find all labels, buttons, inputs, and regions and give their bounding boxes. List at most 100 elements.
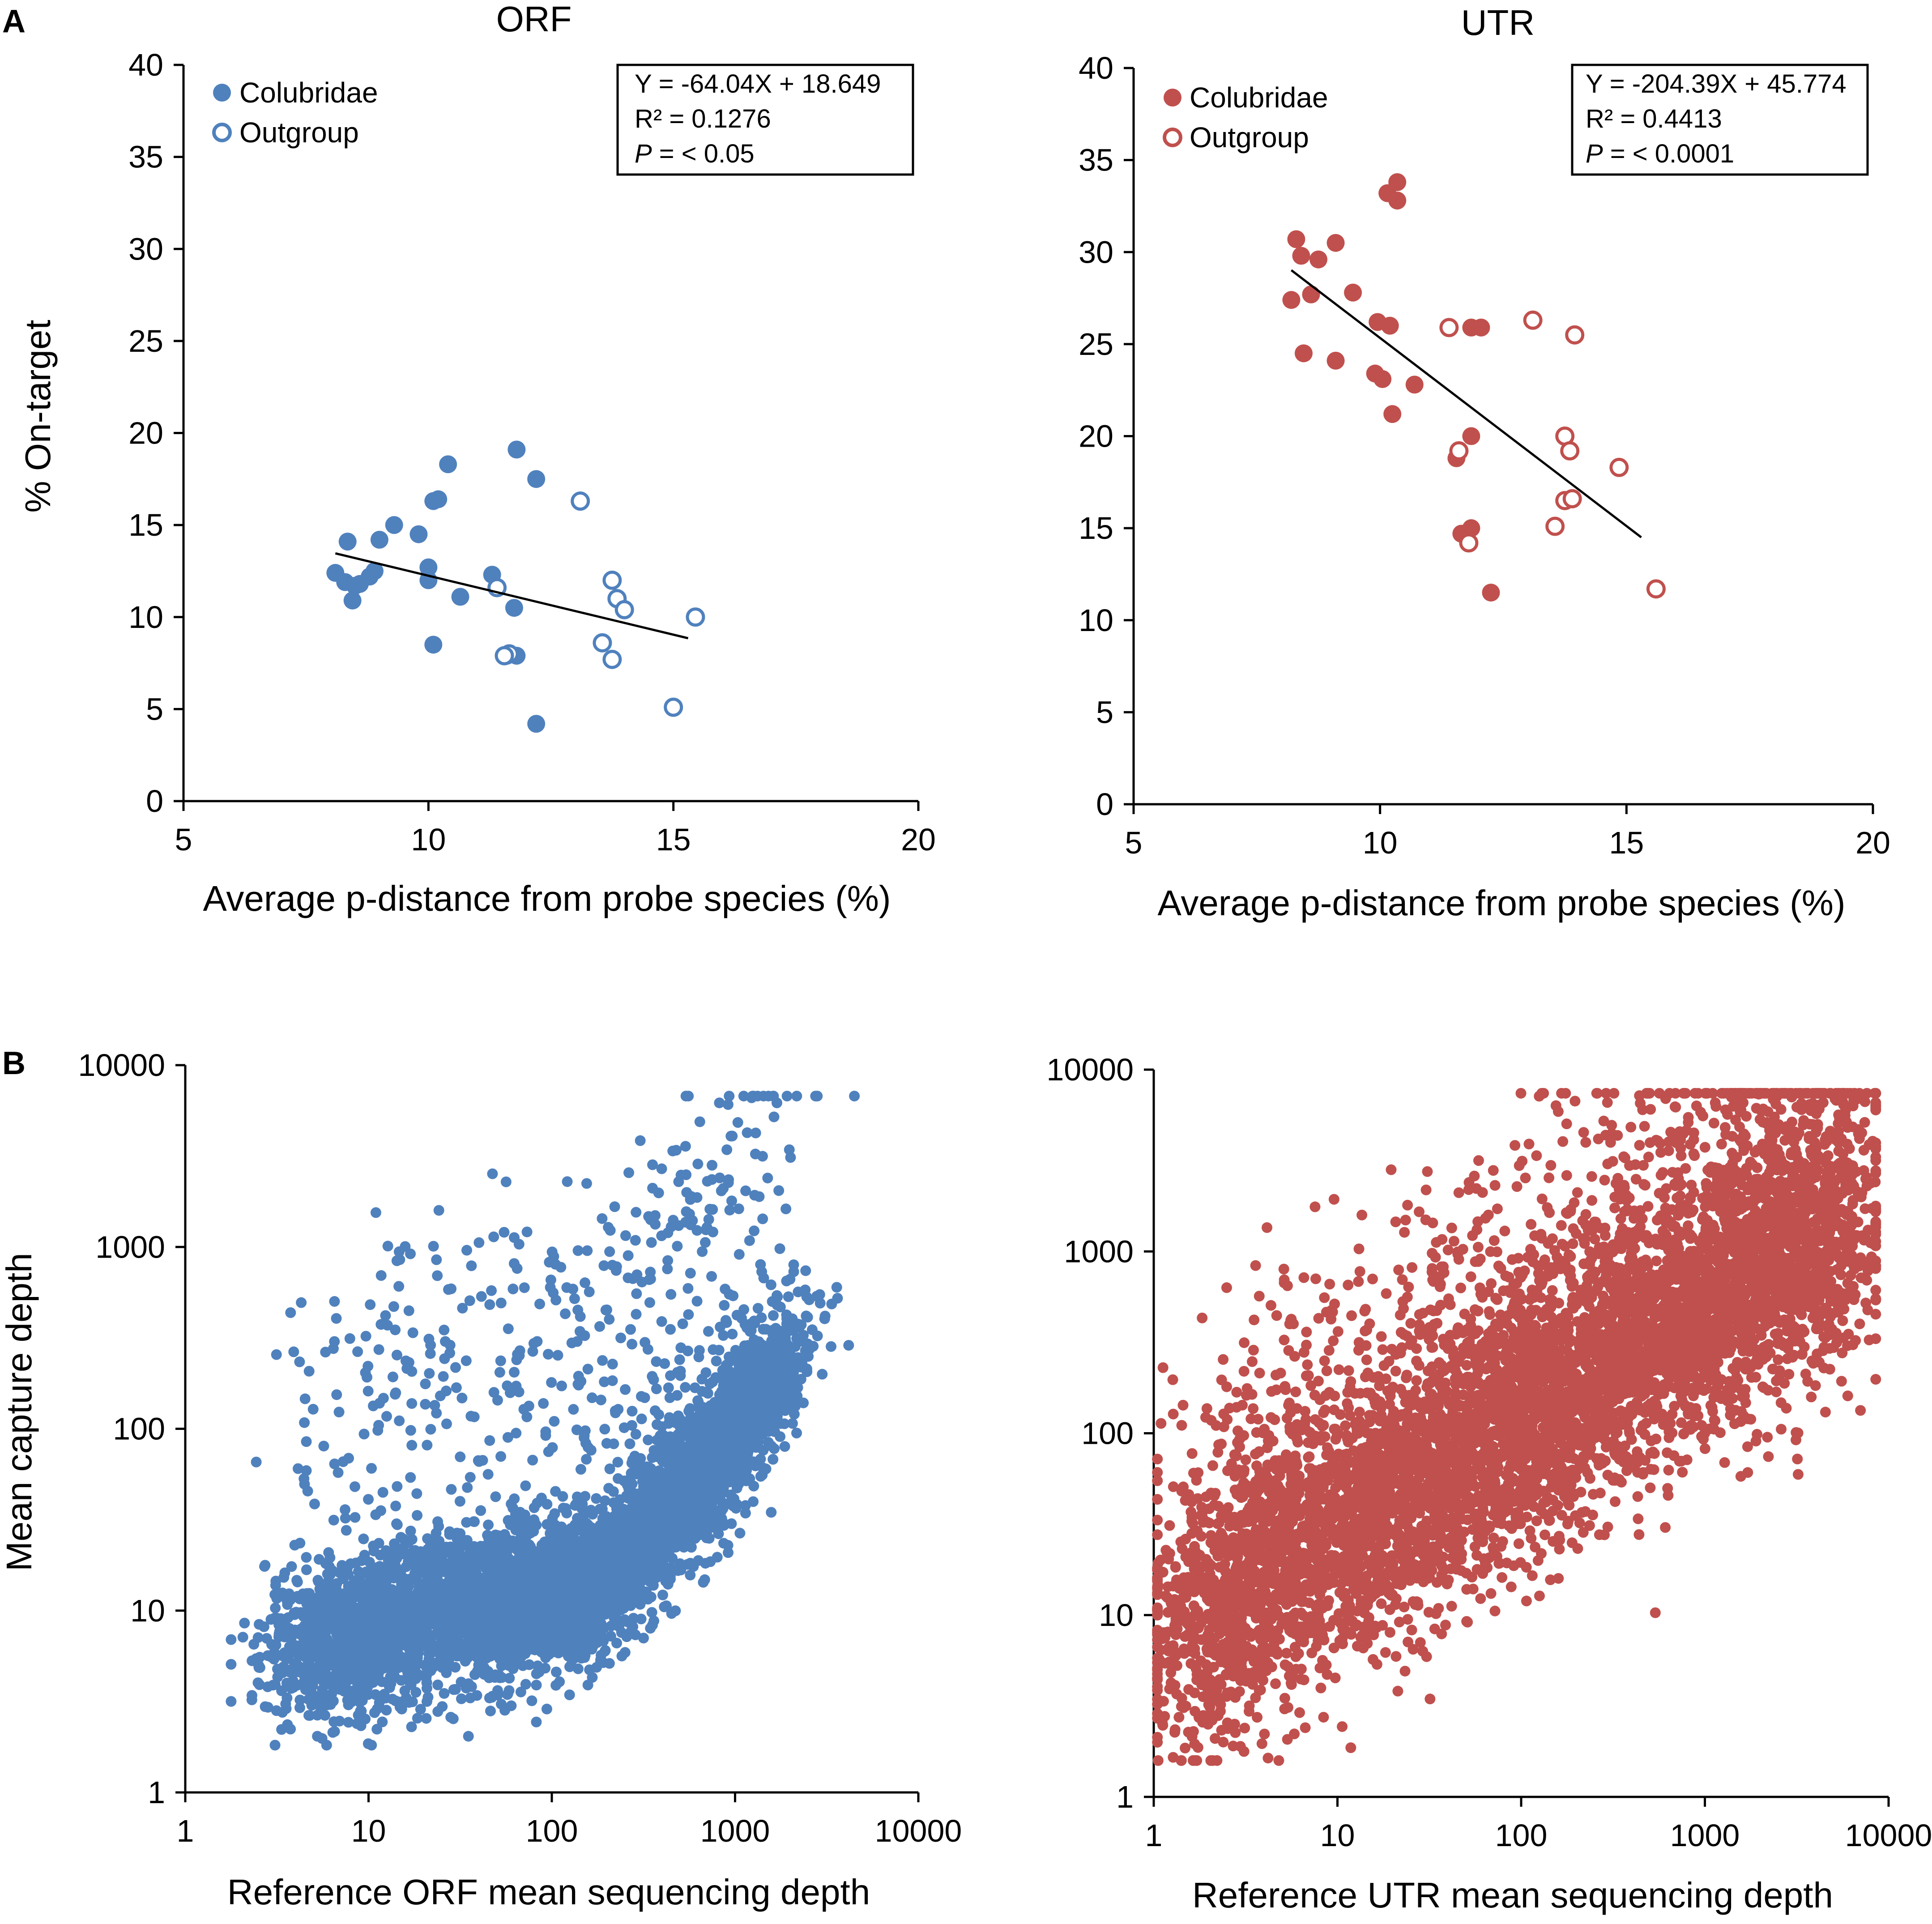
point — [682, 1283, 694, 1294]
legend-open-marker — [1163, 128, 1182, 147]
point — [722, 1426, 734, 1438]
point-colubridae — [1309, 250, 1327, 269]
point — [392, 1519, 403, 1530]
point — [693, 1351, 704, 1362]
point — [781, 1276, 792, 1287]
r-squared: R² = 0.1276 — [635, 104, 771, 133]
point — [681, 1169, 692, 1180]
point — [495, 1451, 507, 1462]
point — [746, 1325, 757, 1336]
point — [636, 1276, 648, 1288]
point — [392, 1481, 403, 1492]
point — [604, 1314, 615, 1325]
y-tick-label: 10 — [128, 600, 163, 635]
point — [253, 1619, 264, 1630]
point — [722, 1547, 734, 1558]
x-tick-label: 10 — [351, 1813, 386, 1848]
point-colubridae — [424, 636, 443, 654]
point — [580, 1633, 592, 1644]
point — [285, 1723, 296, 1735]
point — [254, 1651, 265, 1663]
point — [369, 1707, 380, 1718]
point — [542, 1499, 553, 1510]
point — [461, 1355, 472, 1366]
point — [620, 1384, 631, 1395]
point-colubridae — [1472, 318, 1490, 337]
point — [542, 1348, 554, 1360]
point — [781, 1091, 793, 1102]
point — [540, 1430, 551, 1441]
y-tick-label: 35 — [1079, 143, 1113, 178]
point-colubridae — [527, 715, 546, 733]
point — [713, 1344, 725, 1356]
point — [502, 1380, 513, 1391]
point — [582, 1679, 593, 1690]
point — [278, 1572, 290, 1583]
point-outgroup — [495, 646, 514, 666]
point — [465, 1472, 476, 1483]
point — [226, 1696, 237, 1707]
y-tick-label: 40 — [128, 47, 163, 82]
point — [706, 1271, 717, 1282]
point — [569, 1293, 580, 1304]
legend-label-outgroup: Outgroup — [239, 116, 359, 149]
point — [624, 1438, 635, 1450]
point — [393, 1281, 405, 1292]
point — [381, 1411, 392, 1422]
point — [682, 1345, 694, 1357]
point — [750, 1148, 761, 1160]
point — [651, 1383, 662, 1395]
point — [627, 1478, 638, 1489]
x-tick-label: 20 — [901, 822, 936, 857]
point — [791, 1091, 802, 1102]
point-outgroup — [664, 697, 683, 717]
point — [520, 1679, 531, 1690]
point-colubridae — [1405, 375, 1424, 394]
point — [758, 1272, 769, 1284]
point — [636, 1413, 647, 1425]
point — [832, 1293, 843, 1304]
legend-label-outgroup: Outgroup — [1190, 121, 1309, 154]
point — [775, 1301, 786, 1313]
points — [1282, 173, 1666, 602]
y-tick-label: 10 — [1079, 603, 1113, 638]
y-tick-label: 20 — [128, 416, 163, 451]
point — [550, 1666, 562, 1677]
point — [301, 1436, 312, 1447]
chart-a-utr: UTR Average p-distance from probe specie… — [1079, 3, 1890, 923]
point — [327, 1727, 338, 1738]
point — [343, 1569, 354, 1580]
point — [473, 1663, 484, 1674]
point — [611, 1261, 622, 1272]
point — [485, 1706, 496, 1717]
point — [692, 1158, 704, 1169]
point — [488, 1231, 499, 1242]
point — [788, 1266, 799, 1277]
point — [382, 1241, 393, 1252]
point-outgroup — [1449, 441, 1469, 461]
point — [688, 1459, 699, 1471]
point — [663, 1382, 674, 1393]
point-colubridae — [1388, 192, 1407, 210]
point — [251, 1456, 262, 1468]
point — [494, 1367, 505, 1378]
point — [696, 1495, 707, 1506]
point — [454, 1496, 465, 1507]
point — [819, 1313, 830, 1324]
point — [712, 1552, 723, 1563]
y-tick-label: 15 — [1079, 511, 1113, 546]
point — [554, 1676, 565, 1687]
point — [456, 1392, 468, 1404]
legend-label-colubridae: Colubridae — [239, 77, 378, 109]
point — [385, 1678, 397, 1689]
point — [744, 1345, 755, 1357]
point-outgroup — [686, 607, 705, 627]
point — [531, 1716, 542, 1728]
point — [657, 1589, 668, 1600]
point — [407, 1327, 418, 1338]
point — [812, 1330, 823, 1341]
point — [405, 1425, 416, 1436]
point — [724, 1288, 735, 1300]
point-outgroup — [1560, 441, 1580, 461]
point — [771, 1097, 782, 1109]
